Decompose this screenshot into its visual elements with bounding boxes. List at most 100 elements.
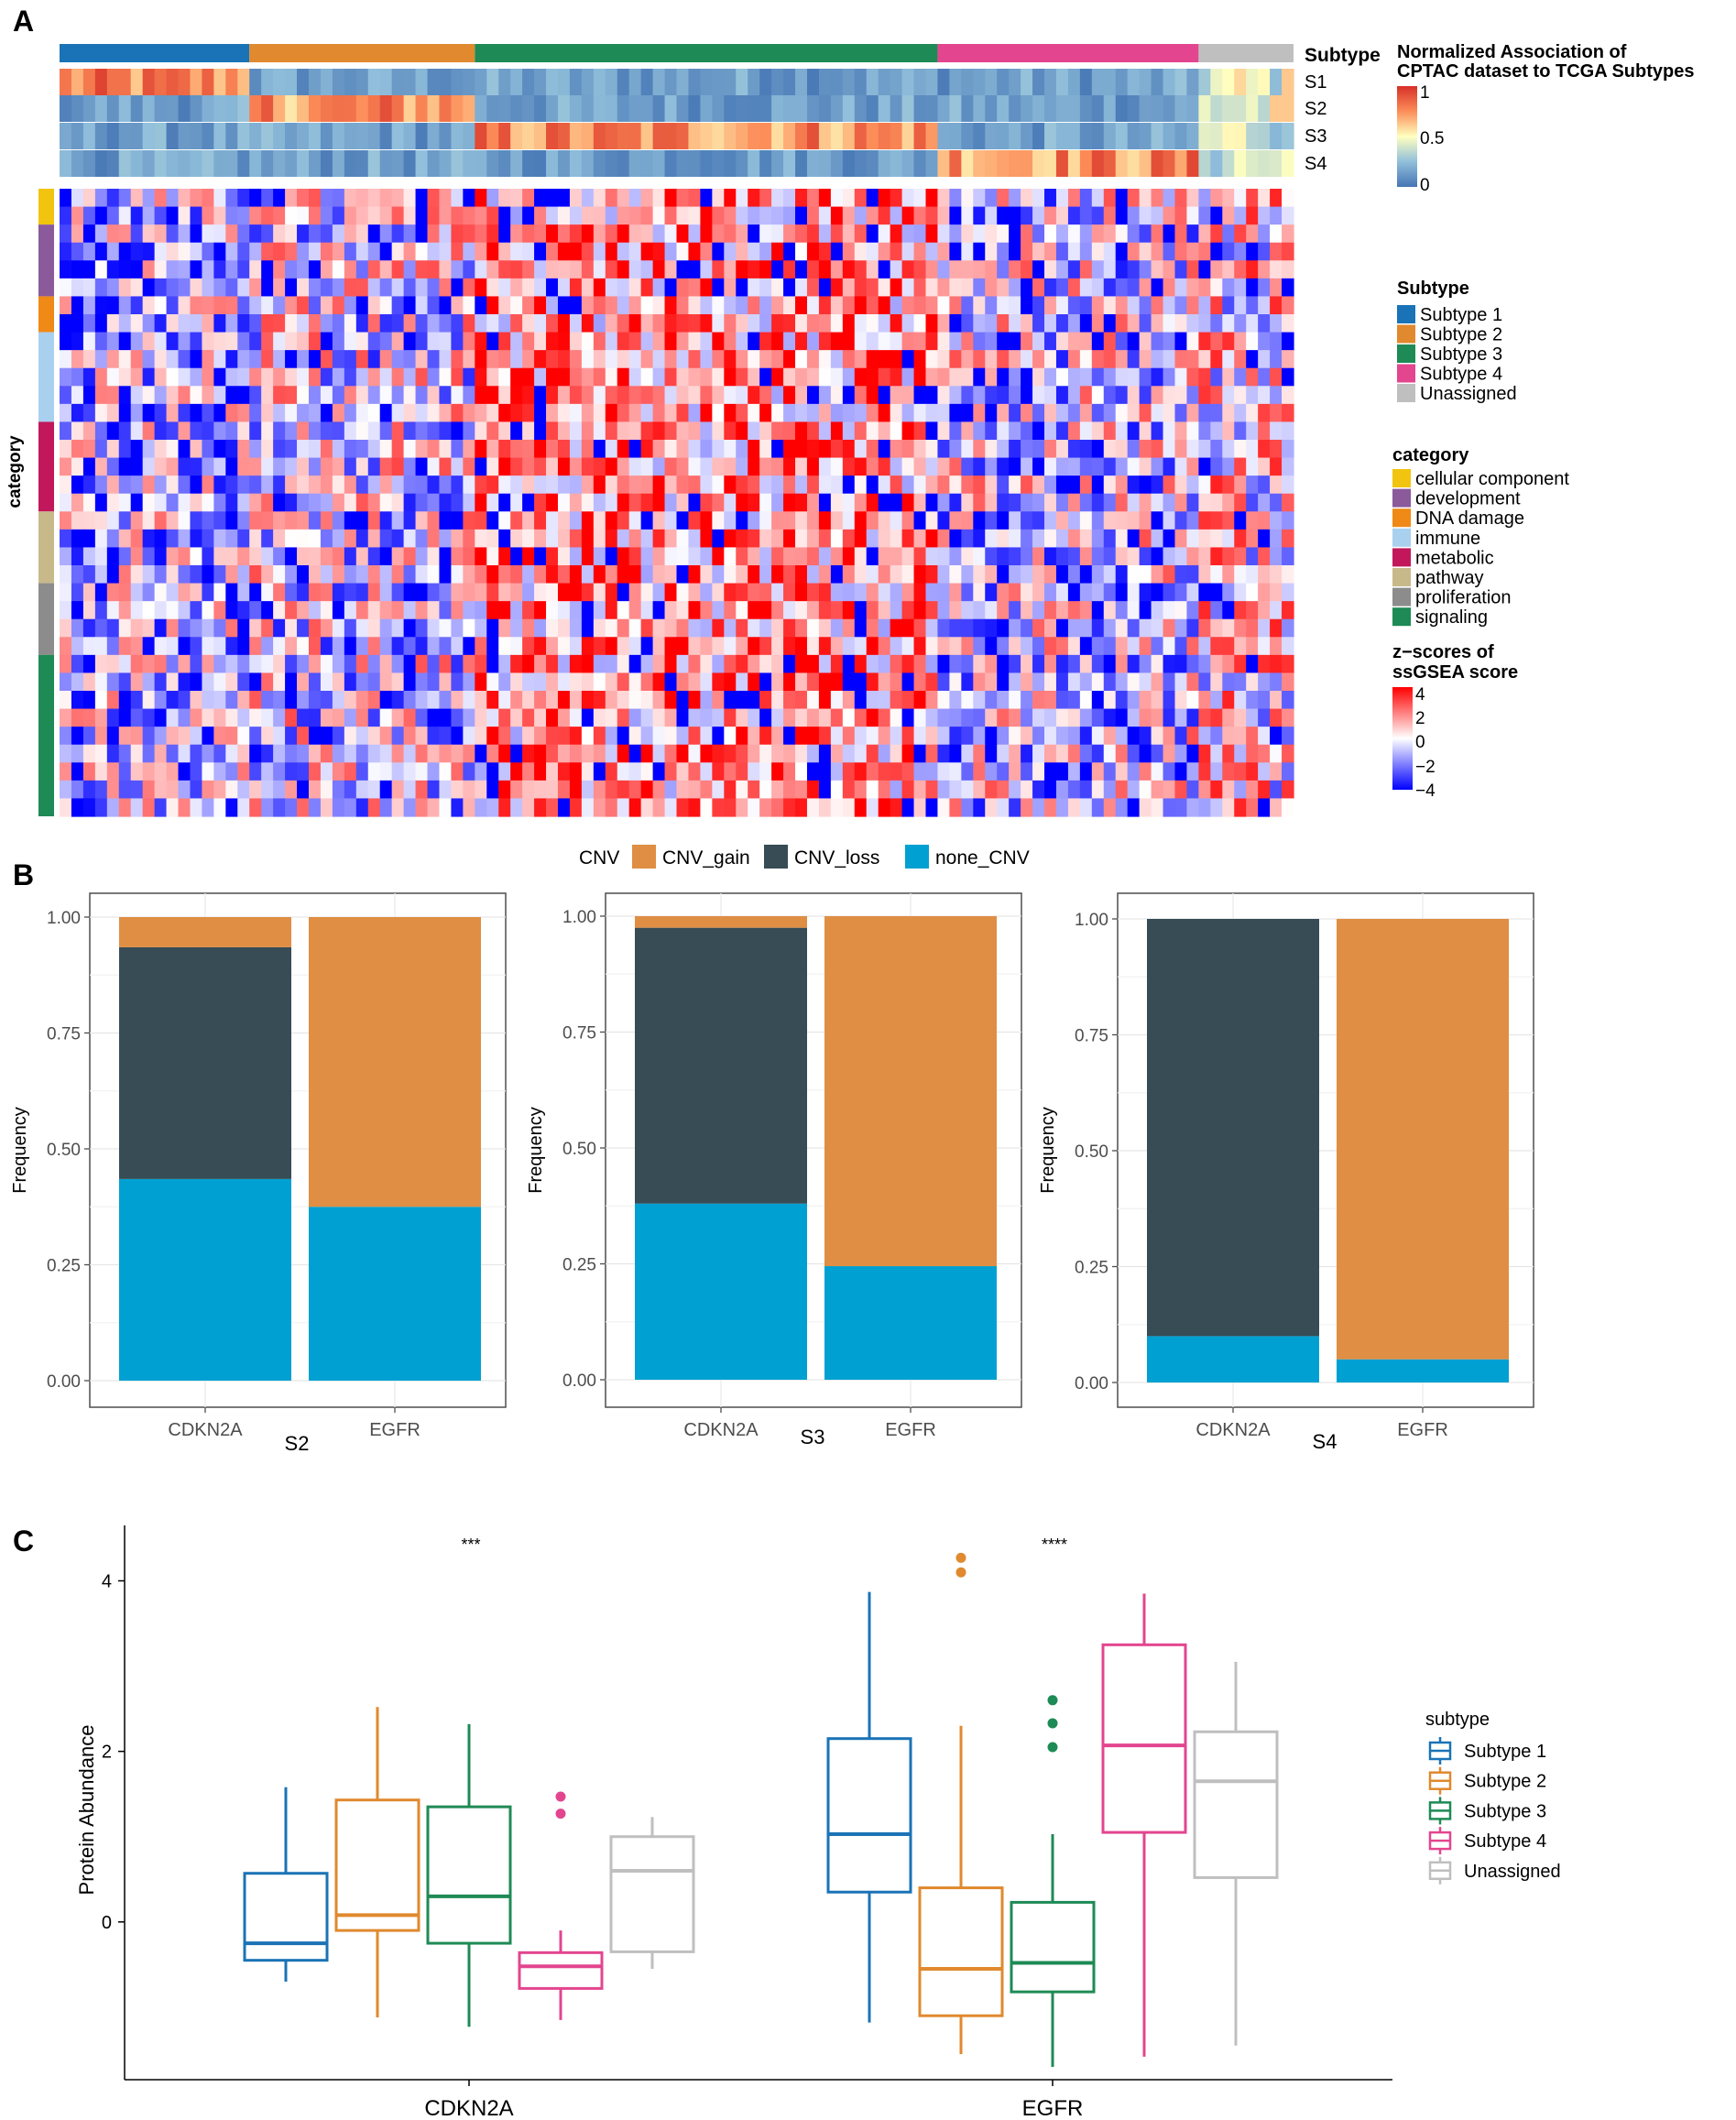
- heatmap-cell: [166, 727, 180, 746]
- heatmap-cell: [1067, 189, 1081, 208]
- heatmap-cell: [202, 637, 214, 656]
- heatmap-cell: [783, 762, 796, 781]
- heatmap-cell: [202, 242, 214, 261]
- heatmap-cell: [985, 601, 998, 620]
- heatmap-cell: [308, 350, 322, 369]
- heatmap-cell: [724, 618, 737, 638]
- heatmap-cell: [783, 403, 796, 423]
- heatmap-cell: [94, 691, 108, 710]
- heatmap-cell: [569, 601, 583, 620]
- heatmap-cell: [652, 457, 666, 476]
- association-cell: [142, 69, 156, 95]
- heatmap-cell: [1091, 260, 1105, 279]
- panel-b-label: B: [13, 858, 34, 891]
- bar-cnv-gain: [119, 917, 291, 947]
- heatmap-cell: [463, 762, 475, 781]
- heatmap-cell: [628, 618, 642, 638]
- heatmap-cell: [190, 637, 203, 656]
- heatmap-cell: [818, 457, 832, 476]
- heatmap-cell: [60, 691, 72, 710]
- association-cell: [355, 123, 369, 149]
- heatmap-cell: [688, 654, 702, 674]
- heatmap-cell: [913, 296, 927, 315]
- heatmap-cell: [190, 386, 203, 405]
- heatmap-cell: [1186, 332, 1199, 351]
- heatmap-cell: [1246, 403, 1259, 423]
- heatmap-cell: [569, 367, 583, 387]
- association-cell: [1127, 69, 1141, 95]
- heatmap-cell: [344, 260, 357, 279]
- heatmap-cell: [628, 421, 642, 441]
- heatmap-cell: [1282, 547, 1294, 566]
- heatmap-cell: [1139, 601, 1152, 620]
- heatmap-cell: [486, 189, 499, 208]
- heatmap-cell: [569, 529, 583, 549]
- heatmap-cell: [1067, 798, 1081, 817]
- heatmap-cell: [1032, 314, 1045, 333]
- heatmap-cell: [925, 296, 939, 315]
- association-cell: [640, 150, 654, 177]
- heatmap-cell: [985, 440, 998, 459]
- heatmap-cell: [82, 672, 96, 692]
- heatmap-cell: [795, 654, 808, 674]
- association-cell: [736, 95, 748, 122]
- heatmap-cell: [688, 798, 702, 817]
- heatmap-cell: [1246, 727, 1259, 746]
- heatmap-cell: [415, 511, 429, 530]
- heatmap-cell: [178, 189, 191, 208]
- heatmap-cell: [1270, 403, 1283, 423]
- heatmap-cell: [878, 386, 891, 405]
- association-cell: [297, 123, 310, 149]
- heatmap-cell: [71, 727, 84, 746]
- heatmap-cell: [249, 727, 262, 746]
- heatmap-cell: [71, 242, 84, 261]
- heatmap-cell: [664, 511, 678, 530]
- heatmap-cell: [1270, 367, 1283, 387]
- heatmap-cell: [664, 762, 678, 781]
- heatmap-cell: [190, 618, 203, 638]
- heatmap-cell: [213, 278, 226, 298]
- heatmap-cell: [1055, 278, 1069, 298]
- association-cell: [748, 150, 760, 177]
- heatmap-cell: [510, 762, 523, 781]
- heatmap-cell: [1270, 206, 1283, 225]
- heatmap-cell: [178, 708, 191, 727]
- heatmap-cell: [925, 798, 939, 817]
- heatmap-cell: [202, 421, 214, 441]
- heatmap-cell: [510, 350, 523, 369]
- heatmap-cell: [498, 314, 511, 333]
- heatmap-cell: [581, 529, 595, 549]
- heatmap-cell: [1151, 421, 1164, 441]
- heatmap-cell: [1234, 457, 1247, 476]
- heatmap-cell: [403, 224, 417, 244]
- heatmap-cell: [285, 278, 298, 298]
- heatmap-cell: [1246, 583, 1259, 602]
- heatmap-cell: [1151, 511, 1164, 530]
- heatmap-cell: [937, 708, 950, 727]
- heatmap-cell: [961, 691, 974, 710]
- heatmap-cell: [522, 332, 535, 351]
- heatmap-cell: [225, 367, 238, 387]
- heatmap-cell: [937, 421, 950, 441]
- heatmap-cell: [1055, 637, 1069, 656]
- association-cell: [688, 150, 702, 177]
- heatmap-cell: [1198, 511, 1211, 530]
- heatmap-cell: [783, 475, 796, 495]
- heatmap-cell: [202, 367, 214, 387]
- heatmap-cell: [676, 727, 690, 746]
- heatmap-cell: [403, 691, 417, 710]
- heatmap-cell: [355, 206, 369, 225]
- heatmap-cell: [688, 457, 702, 476]
- heatmap-cell: [510, 798, 523, 817]
- heatmap-cell: [854, 242, 868, 261]
- heatmap-cell: [866, 367, 879, 387]
- heatmap-cell: [854, 547, 868, 566]
- heatmap-cell: [355, 654, 369, 674]
- heatmap-cell: [830, 708, 844, 727]
- heatmap-cell: [415, 278, 429, 298]
- heatmap-cell: [106, 296, 120, 315]
- heatmap-cell: [700, 672, 713, 692]
- heatmap-cell: [118, 529, 132, 549]
- heatmap-cell: [379, 744, 393, 763]
- association-cell: [142, 123, 156, 149]
